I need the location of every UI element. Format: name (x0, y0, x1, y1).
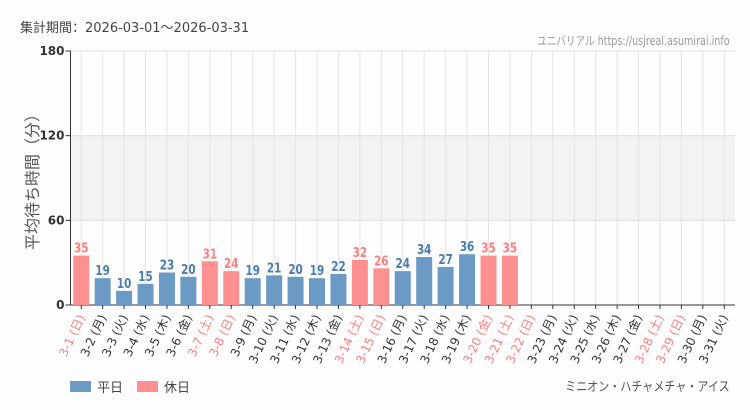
attraction-name: ミニオン・ハチャメチャ・アイス (565, 380, 730, 395)
bar (437, 266, 454, 305)
data-label: 10 (117, 276, 131, 291)
y-axis-label: 平均待ち時間（分） (23, 106, 42, 250)
data-label: 26 (374, 253, 388, 268)
y-tick-label: 180 (39, 44, 64, 58)
legend: 平日 休日 (70, 377, 204, 396)
bar (373, 268, 390, 305)
bar (309, 278, 326, 305)
data-label: 24 (396, 256, 410, 271)
data-label: 35 (503, 240, 517, 255)
data-label: 36 (460, 239, 474, 254)
data-label: 35 (481, 240, 495, 255)
data-label: 27 (438, 252, 452, 267)
holiday-swatch (137, 381, 159, 392)
data-label: 32 (353, 245, 367, 260)
bar (73, 255, 90, 305)
data-label: 21 (267, 260, 281, 275)
y-tick-label: 120 (39, 129, 64, 143)
bar (266, 275, 283, 305)
data-label: 22 (331, 259, 345, 274)
bar (137, 283, 154, 305)
weekday-swatch (70, 381, 91, 392)
data-label: 15 (138, 269, 152, 284)
bar (180, 276, 197, 305)
period-label: 集計期間：2026-03-01～2026-03-31 (20, 21, 250, 36)
bar (158, 272, 175, 305)
data-label: 19 (310, 263, 324, 278)
legend-weekday-label: 平日 (97, 381, 124, 396)
site-credit: ユニバリアル https://usjreal.asumirai.info (537, 34, 730, 48)
bar (351, 259, 368, 305)
bar (416, 257, 433, 305)
data-label: 20 (181, 262, 195, 277)
bar (223, 271, 240, 305)
bar (201, 261, 218, 305)
bar (394, 271, 411, 305)
y-tick-label: 0 (56, 298, 64, 312)
data-label: 34 (417, 242, 431, 257)
data-label: 19 (95, 263, 109, 278)
bar (501, 255, 518, 305)
data-label: 19 (245, 263, 259, 278)
bar (244, 278, 261, 305)
bar (116, 290, 133, 305)
bar (330, 273, 347, 305)
bar (94, 278, 111, 305)
data-label: 31 (203, 246, 217, 261)
y-tick-label: 60 (48, 213, 65, 227)
data-label: 23 (160, 257, 174, 272)
data-label: 24 (224, 256, 238, 271)
legend-holiday[interactable]: 休日 (137, 377, 190, 396)
bar (287, 276, 304, 305)
legend-weekday[interactable]: 平日 (70, 377, 123, 396)
data-label: 35 (74, 240, 88, 255)
bar (459, 254, 476, 305)
bar (480, 255, 497, 305)
legend-holiday-label: 休日 (164, 381, 191, 396)
data-label: 20 (288, 262, 302, 277)
